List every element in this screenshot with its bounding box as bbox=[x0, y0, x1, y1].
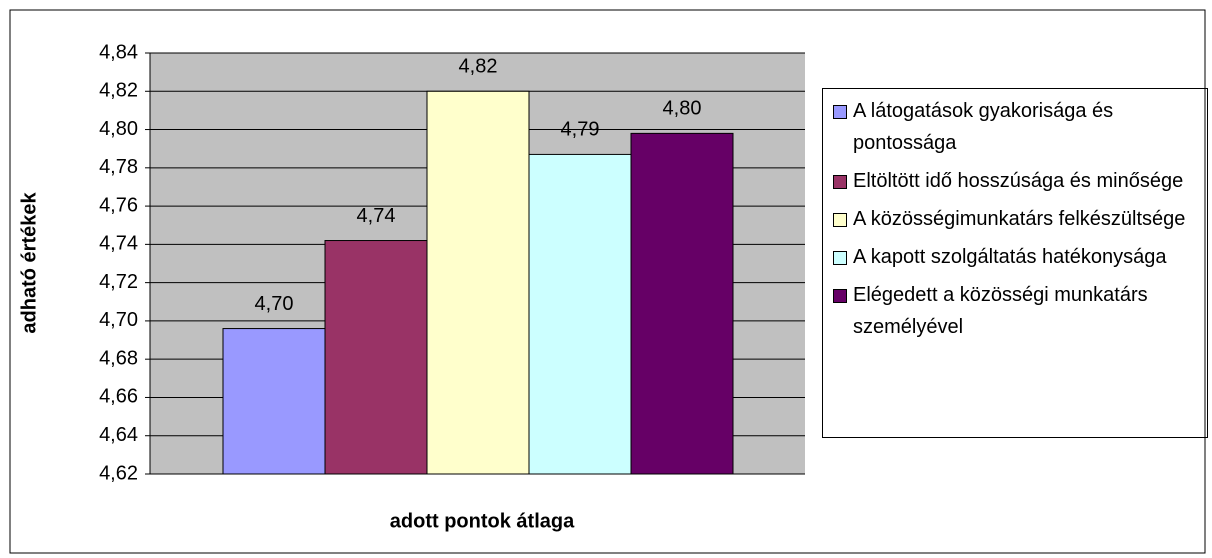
legend-entry: Eltöltött idő hosszúsága és minősége bbox=[833, 165, 1203, 197]
y-tick-label: 4,72 bbox=[99, 271, 138, 293]
legend-entry: Elégedett a közösségi munkatárs személyé… bbox=[833, 279, 1203, 343]
bar bbox=[324, 240, 428, 475]
y-tick-label: 4,66 bbox=[99, 386, 138, 408]
legend-swatch bbox=[833, 105, 847, 119]
y-tick-label: 4,76 bbox=[99, 194, 138, 216]
value-label: 4,74 bbox=[357, 205, 396, 227]
y-tick-label: 4,62 bbox=[99, 462, 138, 484]
y-tick-label: 4,78 bbox=[99, 156, 138, 178]
x-axis-label: adott pontok átlaga bbox=[390, 510, 575, 532]
y-tick-label: 4,74 bbox=[99, 233, 138, 255]
legend-label: A látogatások gyakorisága és pontossága bbox=[853, 100, 1114, 154]
bar bbox=[528, 153, 632, 475]
legend-swatch bbox=[833, 175, 847, 189]
legend-swatch bbox=[833, 289, 847, 303]
legend-label: Eltöltött idő hosszúsága és minősége bbox=[853, 170, 1184, 192]
legend-swatch bbox=[833, 251, 847, 265]
value-label: 4,82 bbox=[459, 56, 498, 78]
legend-label: A közösségimunkatárs felkészültsége bbox=[853, 208, 1186, 230]
legend-entry: A kapott szolgáltatás hatékonysága bbox=[833, 241, 1203, 273]
bar bbox=[630, 132, 734, 475]
value-label: 4,80 bbox=[663, 98, 702, 120]
legend-label: A kapott szolgáltatás hatékonysága bbox=[853, 246, 1167, 268]
legend-label: Elégedett a közösségi munkatárs személyé… bbox=[853, 284, 1148, 338]
y-tick-label: 4,84 bbox=[99, 41, 138, 63]
y-tick-label: 4,80 bbox=[99, 118, 138, 140]
y-tick-label: 4,68 bbox=[99, 347, 138, 369]
y-tick-label: 4,70 bbox=[99, 309, 138, 331]
legend-entry: A közösségimunkatárs felkészültsége bbox=[833, 203, 1203, 235]
bar bbox=[222, 328, 326, 475]
value-label: 4,79 bbox=[561, 119, 600, 141]
legend: A látogatások gyakorisága és pontossága E… bbox=[822, 88, 1208, 438]
y-tick-label: 4,64 bbox=[99, 424, 138, 446]
legend-entry: A látogatások gyakorisága és pontossága bbox=[833, 95, 1203, 159]
value-label: 4,70 bbox=[255, 293, 294, 315]
legend-swatch bbox=[833, 213, 847, 227]
bar bbox=[426, 90, 530, 475]
y-axis-label: adható értékek bbox=[18, 192, 40, 334]
y-tick-label: 4,82 bbox=[99, 80, 138, 102]
